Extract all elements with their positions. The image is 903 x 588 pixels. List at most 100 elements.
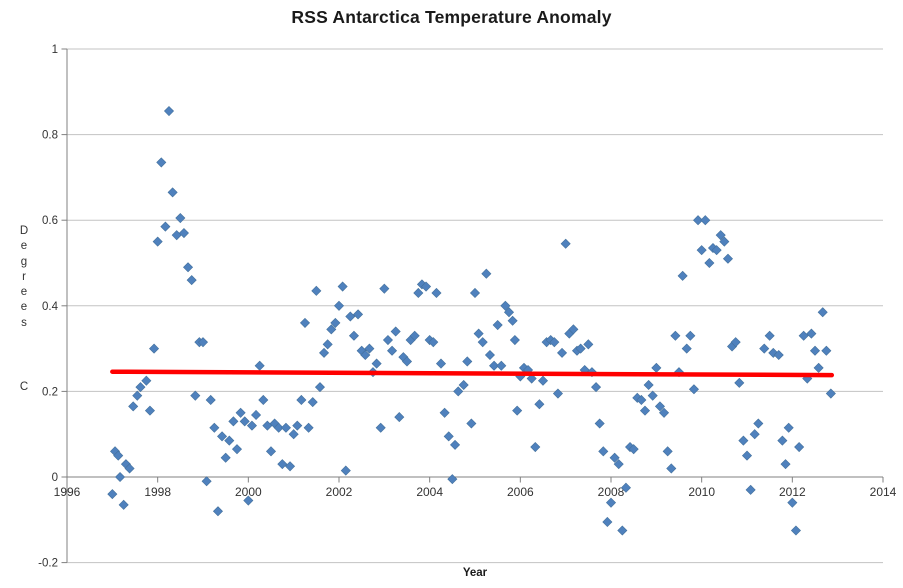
- data-point: [730, 337, 741, 348]
- data-point: [322, 339, 333, 350]
- x-tick-label: 2000: [235, 485, 262, 499]
- data-point: [647, 390, 658, 401]
- data-point: [481, 268, 492, 279]
- y-tick-label: -0.2: [38, 558, 58, 570]
- data-point: [303, 422, 314, 433]
- y-tick-label: 1: [52, 44, 58, 56]
- data-point: [659, 407, 670, 418]
- data-point: [598, 446, 609, 457]
- data-point: [251, 409, 262, 420]
- data-point: [340, 465, 351, 476]
- data-point: [790, 525, 801, 536]
- data-point: [273, 422, 284, 433]
- data-point: [243, 495, 254, 506]
- data-point: [530, 442, 541, 453]
- y-axis-label-letter: D: [19, 225, 29, 237]
- data-point: [764, 330, 775, 341]
- data-point: [113, 450, 124, 461]
- y-axis-label-unit: C: [19, 381, 29, 394]
- data-point: [149, 343, 160, 354]
- data-point: [602, 516, 613, 527]
- data-point: [780, 459, 791, 470]
- data-point: [186, 275, 197, 286]
- data-point: [722, 253, 733, 264]
- data-point: [798, 330, 809, 341]
- data-point: [512, 405, 523, 416]
- data-point: [197, 337, 209, 348]
- data-point: [594, 418, 605, 429]
- data-point: [224, 435, 235, 446]
- data-point: [431, 287, 442, 298]
- data-point: [715, 230, 726, 241]
- data-point: [314, 382, 325, 393]
- y-axis-label-letter: s: [21, 316, 27, 329]
- data-point: [806, 328, 817, 339]
- x-tick-label: 2008: [598, 485, 625, 499]
- data-point: [375, 422, 386, 433]
- data-point: [496, 360, 507, 371]
- data-point: [348, 330, 359, 341]
- data-point: [345, 311, 356, 322]
- data-point: [704, 257, 715, 269]
- y-axis-label-letter: e: [20, 286, 28, 299]
- data-point: [557, 347, 568, 358]
- data-point: [326, 324, 337, 335]
- data-point: [280, 422, 291, 433]
- x-tick-label: 2010: [688, 485, 715, 499]
- y-axis-label-letter: g: [20, 255, 28, 268]
- data-point: [285, 461, 296, 472]
- data-point: [220, 452, 231, 463]
- data-point: [700, 215, 711, 226]
- data-point: [382, 335, 393, 346]
- data-point: [379, 283, 390, 294]
- data-point: [118, 499, 129, 510]
- data-point: [152, 236, 163, 247]
- data-point: [141, 375, 152, 386]
- data-point: [759, 343, 770, 354]
- data-point: [462, 356, 473, 367]
- data-point: [777, 435, 788, 446]
- y-tick-label: 0.2: [42, 386, 58, 398]
- data-point: [209, 422, 220, 433]
- data-point: [809, 345, 821, 356]
- data-point: [371, 358, 382, 369]
- y-axis-label-letter: e: [20, 301, 28, 314]
- data-point: [685, 330, 696, 341]
- data-point: [583, 339, 594, 350]
- data-point: [484, 349, 495, 361]
- data-point: [489, 360, 500, 371]
- data-point: [568, 324, 579, 335]
- x-tick-label: 2014: [870, 485, 897, 499]
- data-point: [591, 382, 602, 393]
- data-point: [651, 362, 662, 373]
- y-tick-label: 0.4: [42, 301, 59, 313]
- data-point: [605, 497, 617, 508]
- data-point: [609, 452, 620, 463]
- data-point: [734, 377, 745, 388]
- data-point: [628, 444, 639, 455]
- data-point: [473, 328, 484, 339]
- data-point: [288, 429, 299, 440]
- data-point: [360, 349, 371, 361]
- data-point: [246, 420, 257, 431]
- data-point: [469, 287, 481, 298]
- data-point: [409, 330, 420, 341]
- x-tick-label: 2006: [507, 485, 534, 499]
- data-point: [466, 418, 477, 429]
- y-tick-label: 0.6: [42, 215, 58, 227]
- data-point: [258, 394, 269, 405]
- data-point: [787, 497, 798, 508]
- y-axis-label-letter: r: [22, 270, 26, 283]
- data-point: [662, 446, 673, 457]
- data-point: [666, 463, 677, 474]
- data-point: [364, 343, 375, 354]
- chart-title: RSS Antarctica Temperature Anomaly: [291, 7, 612, 27]
- data-point: [526, 373, 537, 384]
- data-point: [428, 337, 439, 348]
- data-point: [421, 281, 432, 292]
- y-axis-label-letter: e: [20, 240, 28, 253]
- data-point: [549, 337, 560, 348]
